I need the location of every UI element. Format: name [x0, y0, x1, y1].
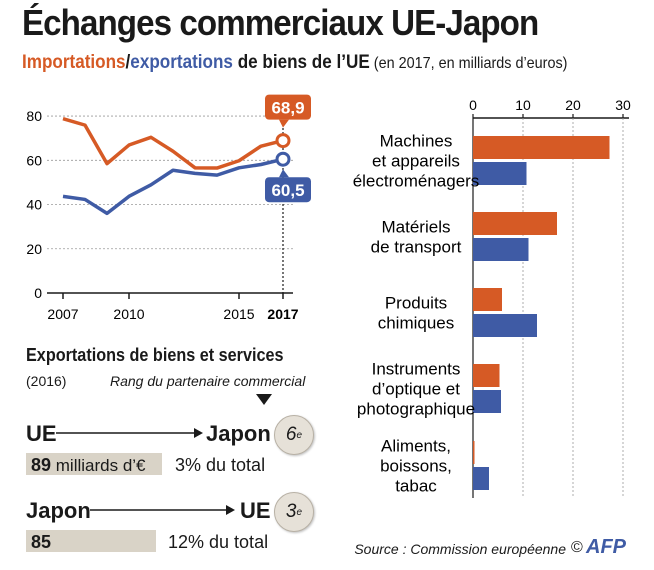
line-end-point-0	[275, 133, 291, 149]
source-note: Source : Commission européenne	[354, 541, 566, 557]
bar-xtick-label: 10	[515, 97, 531, 113]
page-subtitle: Importations/exportations de biens de l’…	[22, 52, 567, 74]
line-ytick-label: 0	[34, 285, 42, 301]
line-end-badge-pointer-1	[279, 169, 289, 178]
copyright-symbol: ©	[571, 539, 583, 556]
bar-exports	[473, 162, 527, 185]
bar-category-label: boissons,	[380, 457, 452, 476]
route2-rank-sup: e	[296, 506, 303, 518]
bar-category-label: de transport	[371, 238, 462, 257]
line-end-badge-pointer-0	[279, 119, 289, 128]
subtitle-imports: Importations	[22, 52, 126, 73]
bar-imports	[473, 212, 557, 235]
line-xtick-label: 2007	[47, 306, 78, 322]
subtitle-unit: (en 2017, en milliards d’euros)	[369, 55, 568, 72]
route1-value-bar	[26, 453, 162, 475]
bar-category-label: photographique	[357, 400, 475, 419]
line-end-point-1	[275, 151, 291, 167]
route1-share: 3% du total	[175, 455, 266, 475]
route1-value-suffix: milliards d’€	[51, 456, 146, 475]
line-end-label-0: 68,9	[271, 99, 304, 118]
route1-to: Japon	[206, 421, 271, 446]
line-end-label-1: 60,5	[271, 181, 304, 200]
bar-xtick-label: 30	[615, 97, 631, 113]
triangle-down-icon	[256, 394, 272, 405]
bar-category-label: Produits	[385, 294, 447, 313]
line-end-badge-1	[265, 177, 311, 203]
afp-logo: AFP	[586, 536, 626, 558]
line-series-1	[62, 157, 284, 216]
bar-category-label: tabac	[395, 477, 437, 496]
bar-category-label: et appareils	[372, 152, 460, 171]
subtitle-exports: exportations	[130, 52, 233, 73]
bar-exports	[473, 467, 489, 490]
bar-category-label: d’optique et	[372, 380, 460, 399]
route2-from: Japon	[26, 498, 91, 523]
line-ytick-label: 20	[26, 241, 42, 257]
subtitle-separator: /	[125, 52, 131, 73]
bar-category-label: électroménagers	[353, 172, 480, 191]
line-end-badge-0	[265, 94, 311, 120]
bar-imports	[473, 136, 610, 159]
line-xtick-label: 2017	[267, 306, 298, 322]
bar-imports	[473, 364, 500, 387]
bar-imports	[473, 441, 475, 464]
subtitle-rest: de biens de l’UE	[232, 52, 370, 73]
route2-arrow-icon	[90, 505, 235, 515]
route1-value-text: 89 milliards d’€	[31, 455, 146, 476]
line-series-0	[62, 117, 284, 170]
bar-exports	[473, 390, 501, 413]
line-xtick-label: 2010	[113, 306, 144, 322]
bar-category-label: chimiques	[378, 314, 455, 333]
route1-rank-sup: e	[296, 429, 303, 441]
line-ytick-label: 40	[26, 197, 42, 213]
route2-value-bar	[26, 530, 156, 552]
route2-value: 85	[31, 532, 52, 552]
page-title: Échanges commerciaux UE-Japon	[22, 2, 539, 43]
bar-exports	[473, 314, 537, 337]
line-ytick-label: 60	[26, 152, 42, 168]
route1-from: UE	[26, 421, 57, 446]
bar-imports	[473, 288, 502, 311]
route2-value-text: 85	[31, 532, 51, 553]
bar-category-label: Aliments,	[381, 437, 451, 456]
line-chart: 0 20 40 60 80 2007 2010 2015 2017 68,9 60,5	[26, 94, 311, 322]
services-year: (2016)	[26, 373, 67, 389]
bar-category-label: Machines	[380, 132, 453, 151]
line-ytick-label: 80	[26, 108, 42, 124]
bar-xtick-label: 20	[565, 97, 581, 113]
services-title: Exportations de biens et services	[26, 345, 284, 365]
line-xtick-label: 2015	[223, 306, 254, 322]
route1-rank: 6	[285, 424, 297, 445]
bar-category-label: Instruments	[372, 360, 461, 379]
route2-rank: 3	[285, 501, 297, 522]
bar-exports	[473, 238, 529, 261]
route2-share: 12% du total	[168, 532, 269, 552]
route1-arrow-icon	[56, 428, 203, 438]
route1-value: 89	[31, 455, 52, 475]
route2-to: UE	[240, 498, 271, 523]
bar-category-label: Matériels	[382, 218, 451, 237]
bar-xtick-label: 0	[469, 97, 477, 113]
rank-label: Rang du partenaire commercial	[110, 373, 306, 389]
